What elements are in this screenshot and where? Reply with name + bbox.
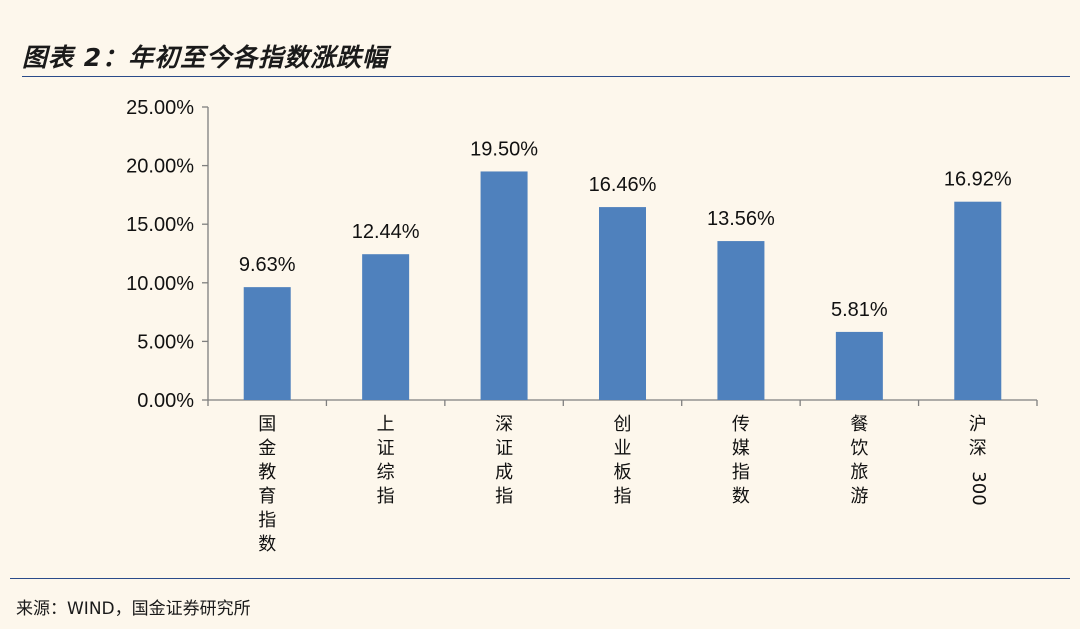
category-label-char: 饮 [850, 438, 868, 459]
category-label-char: 业 [614, 438, 632, 459]
y-tick-label: 25.00% [126, 97, 194, 119]
source-note: 来源：WIND，国金证券研究所 [16, 599, 251, 619]
y-tick-label: 10.00% [126, 273, 194, 295]
category-label-char: 旅 [850, 462, 868, 483]
bar-chart: 0.00% 5.00% 10.00% 15.00% 20.00% 25.00% 9.63%… [126, 97, 1038, 555]
category-label-char: 指 [614, 486, 632, 507]
category-label-char: 证 [495, 438, 513, 459]
data-label: 9.63% [239, 254, 296, 276]
category-label-char: 国 [258, 414, 276, 435]
category-label-char: 指 [495, 486, 513, 507]
category-label-char: 成 [495, 462, 513, 483]
bar [954, 201, 1002, 400]
category-label-char: 指 [732, 462, 750, 483]
category-label-char: 沪 [969, 414, 987, 435]
category-label-char: 创 [614, 414, 632, 435]
category-label-char: 餐 [850, 414, 868, 435]
y-tick-label: 0.00% [137, 390, 194, 412]
data-label: 12.44% [352, 221, 420, 243]
category-label-char: 指 [258, 510, 276, 531]
bar [717, 241, 765, 400]
category-label-char: 上 [377, 414, 395, 435]
category-label-char: 综 [377, 462, 395, 483]
data-label: 16.92% [944, 169, 1012, 191]
x-axis [207, 399, 1038, 406]
bars [243, 171, 1002, 400]
category-label-char: 深 [495, 414, 513, 435]
data-label: 16.46% [589, 174, 657, 196]
bar [835, 331, 883, 400]
figure-title: 图表 2：年初至今各指数涨跌幅 [22, 43, 389, 72]
data-label: 13.56% [707, 208, 775, 230]
category-label-char: 传 [732, 414, 750, 435]
y-tick-label: 5.00% [137, 331, 194, 353]
bar [599, 207, 646, 400]
y-axis: 0.00% 5.00% 10.00% 15.00% 20.00% 25.00% [126, 97, 209, 412]
data-labels: 9.63% 12.44% 19.50% 16.46% 13.56% 5.81% 16.92% [239, 138, 1012, 320]
category-label-part: 300 [968, 471, 989, 505]
category-label: 沪深 300 [968, 414, 989, 506]
data-label: 19.50% [470, 138, 538, 160]
bar [480, 171, 528, 400]
y-tick-label: 20.00% [126, 156, 194, 178]
category-label-char: 教 [258, 462, 276, 483]
category-label-char: 媒 [732, 438, 750, 459]
category-label-char: 证 [377, 438, 395, 459]
bar [243, 287, 291, 400]
data-label: 5.81% [831, 299, 888, 321]
y-tick-label: 15.00% [126, 214, 194, 236]
category-label-char: 数 [258, 534, 276, 555]
category-label-char: 育 [258, 486, 276, 507]
category-label-char: 板 [614, 462, 632, 483]
category-label-char: 游 [850, 486, 868, 507]
footer-rule [10, 578, 1070, 579]
bar [362, 254, 410, 400]
category-label-char: 指 [377, 486, 395, 507]
title-rule [22, 76, 1070, 77]
category-label-char: 深 [969, 438, 987, 459]
category-label-char: 数 [732, 486, 750, 507]
category-label-char: 金 [258, 438, 276, 459]
